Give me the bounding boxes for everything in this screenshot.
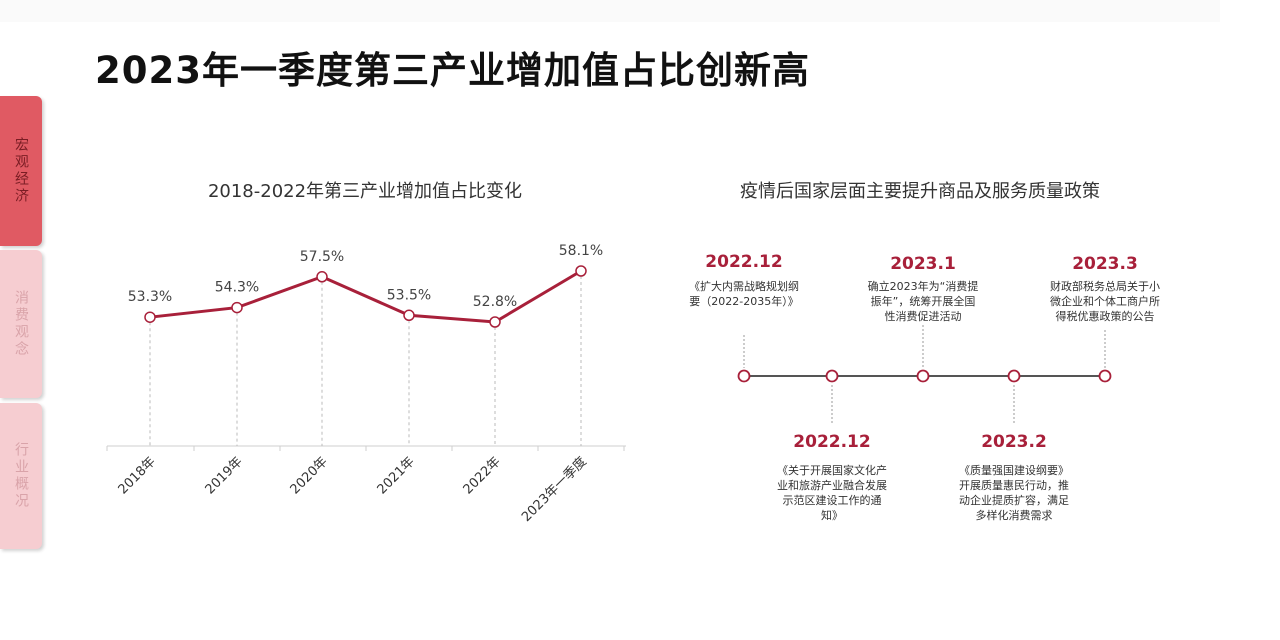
data-point[interactable] (403, 309, 415, 322)
timeline-date: 2022.12 (705, 252, 783, 272)
data-line (149, 269, 582, 324)
data-point[interactable] (575, 265, 587, 277)
timeline-description: 《扩大内需战略规划纲要（2022-2035年）》 (689, 280, 799, 308)
timeline-date: 2022.12 (793, 432, 871, 452)
page-title: 2023年一季度第三产业增加值占比创新高 (95, 49, 810, 92)
sidebar-tab-label: 消费观念 (13, 290, 29, 358)
data-point[interactable] (144, 311, 156, 323)
timeline-description: 《关于开展国家文化产业和旅游产业融合发展示范区建设工作的通知》 (777, 464, 887, 522)
data-label: 53.5% (387, 287, 431, 303)
timeline-date: 2023.1 (890, 254, 956, 274)
timeline-node[interactable] (1007, 369, 1021, 383)
top-band (0, 0, 1220, 22)
timeline-date: 2023.3 (1072, 254, 1138, 274)
timeline-node[interactable] (1098, 369, 1112, 383)
data-point[interactable] (316, 271, 328, 283)
timeline-description: 确立2023年为“消费提振年”，统筹开展全国性消费促进活动 (867, 280, 979, 323)
sidebar-tab-label: 行业概况 (13, 442, 29, 510)
data-label: 53.3% (128, 289, 172, 305)
sidebar-tab-label: 宏观经济 (13, 137, 29, 205)
data-point[interactable] (489, 316, 501, 328)
line-chart-title: 2018-2022年第三产业增加值占比变化 (207, 181, 523, 202)
sidebar-tab-macro-economy[interactable]: 宏观经济 (0, 96, 42, 246)
timeline-title: 疫情后国家层面主要提升商品及服务质量政策 (740, 181, 1100, 202)
timeline-description: 财政部税务总局关于小微企业和个体工商户所得税优惠政策的公告 (1050, 280, 1160, 323)
data-label: 52.8% (473, 294, 517, 310)
data-label: 58.1% (559, 243, 603, 259)
timeline-date: 2023.2 (981, 432, 1047, 452)
sidebar-tab-consumer-attitudes[interactable]: 消费观念 (0, 250, 42, 398)
data-point[interactable] (231, 301, 243, 314)
data-label: 57.5% (300, 249, 344, 265)
timeline-node[interactable] (916, 369, 930, 383)
timeline-description: 《质量强国建设纲要》开展质量惠民行动，推动企业提质扩容，满足多样化消费需求 (959, 464, 1069, 522)
sidebar-tab-industry-overview[interactable]: 行业概况 (0, 403, 42, 549)
data-label: 54.3% (215, 280, 259, 296)
timeline-node[interactable] (825, 369, 839, 383)
timeline-node[interactable] (737, 369, 751, 383)
